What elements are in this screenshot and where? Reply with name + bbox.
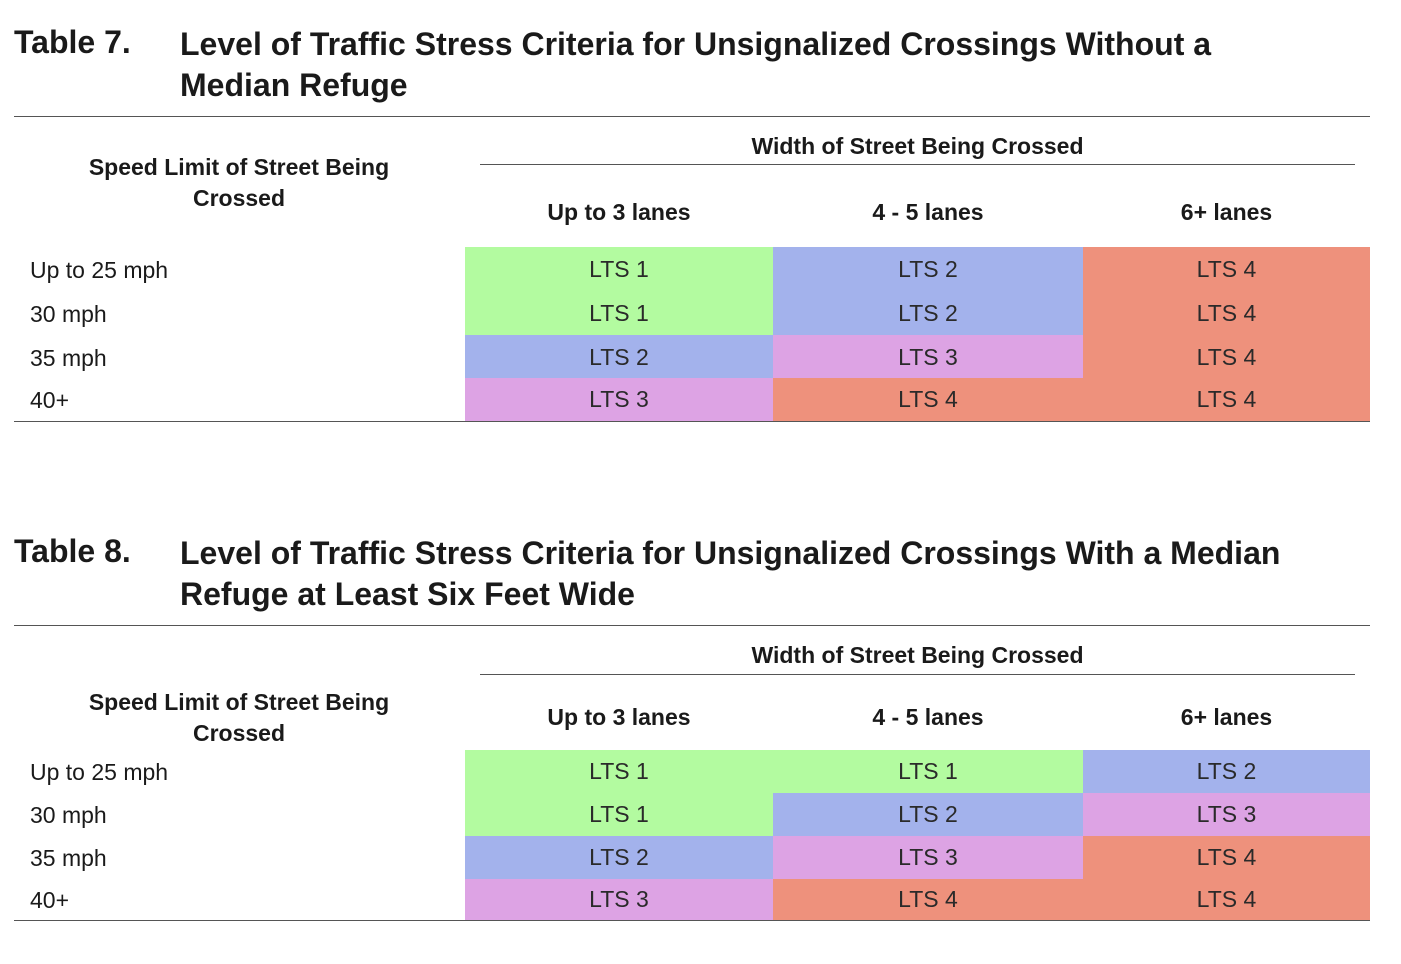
column-header: 6+ lanes	[1180, 704, 1273, 730]
lts-cell: LTS 4	[1083, 378, 1370, 421]
lts-cell: LTS 1	[465, 291, 773, 335]
column-header: Up to 3 lanes	[547, 704, 691, 730]
lts-cell: LTS 4	[773, 378, 1083, 421]
bottom-rule	[14, 421, 1370, 422]
lts-cell: LTS 3	[465, 378, 773, 421]
top-rule	[14, 116, 1370, 117]
width-header: Width of Street Being Crossed	[751, 642, 1084, 668]
lts-cell: LTS 4	[1083, 836, 1370, 879]
column-header: 4 - 5 lanes	[872, 704, 984, 730]
lts-cell: LTS 1	[465, 750, 773, 793]
bottom-rule	[14, 920, 1370, 921]
lts-cell: LTS 3	[465, 879, 773, 920]
table-number: Table 7.	[14, 24, 131, 60]
table-title-line-2: Median Refuge	[180, 67, 408, 103]
lts-cell: LTS 3	[773, 335, 1083, 379]
row-label: 35 mph	[30, 845, 107, 871]
lts-cell: LTS 3	[1083, 793, 1370, 836]
table-title-line-1: Level of Traffic Stress Criteria for Uns…	[180, 535, 1281, 571]
lts-cell: LTS 2	[773, 793, 1083, 836]
width-header-rule	[480, 164, 1355, 165]
lts-cell: LTS 4	[1083, 335, 1370, 379]
top-rule	[14, 625, 1370, 626]
speed-limit-header: Speed Limit of Street Being Crossed	[30, 152, 448, 214]
lts-cell: LTS 3	[773, 836, 1083, 879]
table-title-line-2: Refuge at Least Six Feet Wide	[180, 576, 635, 612]
lts-cell: LTS 2	[773, 291, 1083, 335]
table-title-line-1: Level of Traffic Stress Criteria for Uns…	[180, 26, 1212, 62]
speed-header-line-2: Crossed	[192, 720, 286, 746]
row-label: 30 mph	[30, 301, 107, 327]
column-header: Up to 3 lanes	[547, 199, 691, 225]
lts-cell: LTS 1	[465, 247, 773, 291]
row-label: 30 mph	[30, 802, 107, 828]
table-number: Table 8.	[14, 533, 131, 569]
table-title: Level of Traffic Stress Criteria for Uns…	[180, 533, 1380, 615]
lts-cell: LTS 2	[773, 247, 1083, 291]
lts-cell: LTS 2	[1083, 750, 1370, 793]
column-header: 4 - 5 lanes	[872, 199, 984, 225]
speed-limit-header: Speed Limit of Street Being Crossed	[30, 687, 448, 749]
width-header-rule	[480, 674, 1355, 675]
row-label: 40+	[30, 387, 70, 413]
row-label: Up to 25 mph	[30, 759, 169, 785]
row-label: 35 mph	[30, 345, 107, 371]
table-title: Level of Traffic Stress Criteria for Uns…	[180, 24, 1380, 106]
speed-header-line-2: Crossed	[192, 185, 286, 211]
row-label: 40+	[30, 887, 70, 913]
lts-cell: LTS 1	[773, 750, 1083, 793]
lts-cell: LTS 4	[1083, 247, 1370, 291]
lts-cell: LTS 4	[1083, 879, 1370, 920]
lts-cell: LTS 4	[773, 879, 1083, 920]
speed-header-line-1: Speed Limit of Street Being	[88, 154, 390, 180]
lts-cell: LTS 1	[465, 793, 773, 836]
width-header: Width of Street Being Crossed	[751, 133, 1084, 159]
speed-header-line-1: Speed Limit of Street Being	[88, 689, 390, 715]
lts-cell: LTS 4	[1083, 291, 1370, 335]
row-label: Up to 25 mph	[30, 257, 169, 283]
column-header: 6+ lanes	[1180, 199, 1273, 225]
lts-cell: LTS 2	[465, 836, 773, 879]
lts-cell: LTS 2	[465, 335, 773, 379]
